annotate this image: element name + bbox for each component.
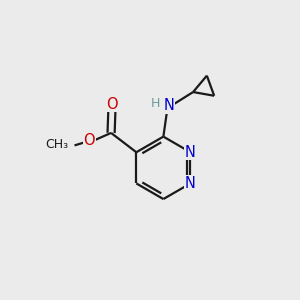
Text: O: O (106, 97, 118, 112)
Text: N: N (185, 145, 196, 160)
Text: N: N (185, 176, 196, 191)
Text: CH₃: CH₃ (46, 138, 69, 151)
Text: O: O (84, 133, 95, 148)
Text: N: N (164, 98, 175, 113)
Text: H: H (151, 97, 160, 110)
